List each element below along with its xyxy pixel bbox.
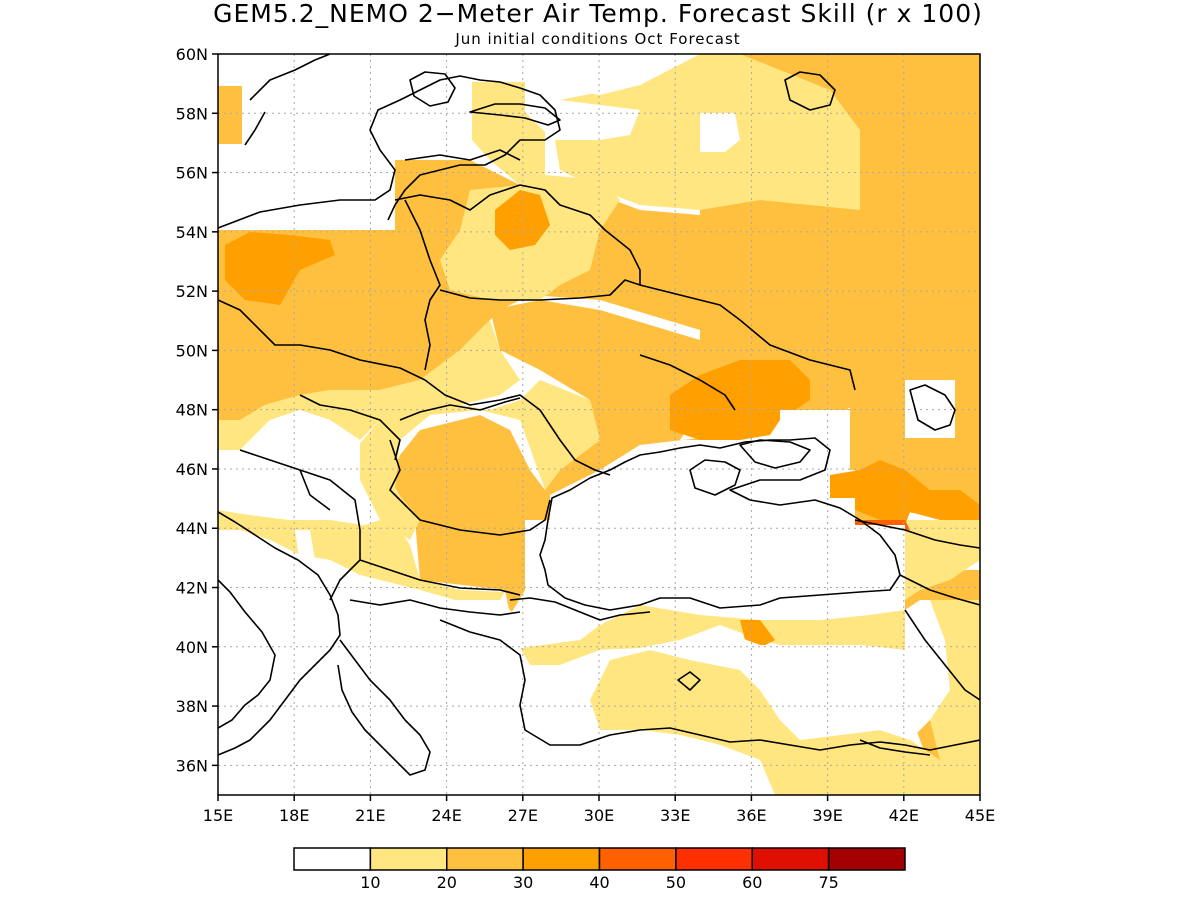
sea-of-azov-coastline: [739, 439, 811, 469]
x-tick-label: 45E: [965, 806, 995, 825]
coastlines-and-borders: [218, 54, 980, 776]
adriatic-coastline: [218, 511, 341, 756]
y-tick-label: 56N: [176, 164, 208, 183]
baltic-coastline: [218, 75, 561, 229]
border-volga: [639, 354, 736, 411]
colorbar-label: 75: [818, 873, 838, 892]
x-tick-label: 27E: [508, 806, 538, 825]
skill-class-10-20-regions: [218, 54, 980, 795]
no-skill-russia-patch: [700, 113, 740, 152]
x-tick-label: 30E: [584, 806, 614, 825]
skill-region-iran-north: [930, 600, 980, 760]
skill-region-balkans: [218, 500, 505, 600]
skill-class-below-10-regions: [218, 54, 955, 795]
skill-region-anatolia: [590, 650, 980, 795]
map-panel: 15E 18E 21E 24E 27E 30E 33E 36E 39E 42E 45E 36N 38N…: [176, 45, 996, 825]
aegean-turkey-coastline: [439, 619, 980, 751]
longitude-axis: 15E 18E 21E 24E 27E 30E 33E 36E 39E 42E 45E: [203, 795, 995, 825]
y-tick-label: 38N: [176, 697, 208, 716]
marmara-coastline: [509, 597, 651, 621]
x-tick-label: 36E: [736, 806, 766, 825]
border-caucasus: [854, 519, 980, 606]
gulf-of-finland-coastline: [469, 103, 561, 126]
skill-region-rostov: [830, 460, 980, 525]
skill-region-hungary-west: [218, 320, 520, 450]
map-title: GEM5.2_NEMO 2−Meter Air Temp. Forecast S…: [213, 0, 983, 28]
x-tick-label: 18E: [279, 806, 309, 825]
skill-region-nw-patch: [218, 86, 242, 144]
border-bulgaria-greece: [349, 599, 521, 616]
y-tick-label: 54N: [176, 223, 208, 242]
border-baltic-states: [394, 149, 521, 211]
y-tick-label: 44N: [176, 519, 208, 538]
border-poland-east: [404, 199, 441, 371]
skill-class-30-40-regions: [225, 190, 980, 648]
y-tick-label: 52N: [176, 282, 208, 301]
colorbar-label: 30: [513, 873, 533, 892]
border-belarus-ukraine: [439, 279, 641, 301]
y-tick-label: 60N: [176, 45, 208, 64]
y-tick-label: 46N: [176, 460, 208, 479]
colorbar-swatch: [522, 847, 601, 871]
colorbar-swatch: [369, 847, 448, 871]
skill-region-kursk: [670, 360, 810, 440]
black-sea-coastline: [539, 437, 901, 611]
y-tick-label: 58N: [176, 104, 208, 123]
skill-shading: [218, 54, 980, 795]
skill-region-belarus: [495, 190, 550, 250]
lake-onega-coastline: [784, 71, 836, 111]
lake-ladoga-coastline: [409, 71, 456, 107]
border-romania: [389, 397, 551, 536]
colorbar-swatch: [751, 847, 830, 871]
map-subtitle: Jun initial conditions Oct Forecast: [454, 30, 740, 48]
border-belarus-russia: [519, 184, 641, 285]
colorbar-swatch: [598, 847, 677, 871]
colorbar-label: 10: [360, 873, 380, 892]
y-tick-label: 40N: [176, 638, 208, 657]
x-tick-label: 33E: [660, 806, 690, 825]
caspian-coastline: [909, 384, 956, 431]
border-poland-west: [218, 299, 426, 381]
no-skill-aegean: [218, 530, 950, 795]
crimea-coastline: [689, 459, 741, 496]
no-skill-istanbul-patch: [295, 530, 315, 565]
border-hungary: [299, 394, 401, 461]
skill-region-baltic: [440, 82, 620, 300]
latitude-axis: 36N 38N 40N 42N 44N 46N 48N 50N 52N 54N 56N 58N 60N: [176, 45, 218, 775]
colorbar: 10 20 30 40 50 60 75: [293, 847, 906, 892]
skill-region-carpathian: [350, 380, 600, 540]
colorbar-swatch: [827, 847, 906, 871]
x-tick-label: 42E: [889, 806, 919, 825]
x-tick-label: 15E: [203, 806, 233, 825]
no-skill-scandinavia: [218, 54, 700, 230]
colorbar-label: 60: [742, 873, 762, 892]
x-tick-label: 21E: [355, 806, 385, 825]
colorbar-swatch: [446, 847, 524, 871]
colorbar-label: 40: [589, 873, 609, 892]
sweden-coastline: [244, 54, 331, 146]
border-ukraine-south: [424, 379, 611, 476]
skill-region-caucasus: [905, 510, 980, 600]
italy-coastline: [218, 579, 276, 729]
greece-coastline: [337, 639, 431, 776]
x-tick-label: 39E: [812, 806, 842, 825]
no-skill-black-sea: [525, 410, 905, 640]
y-tick-label: 50N: [176, 341, 208, 360]
y-tick-label: 42N: [176, 579, 208, 598]
skill-region-poland-west: [225, 232, 335, 305]
cyprus-coastline: [677, 671, 701, 691]
border-balkans: [239, 449, 521, 601]
colorbar-swatch: [675, 847, 753, 871]
no-skill-balkans: [218, 410, 380, 525]
colorbar-label: 20: [437, 873, 457, 892]
x-tick-label: 24E: [431, 806, 461, 825]
border-ukraine-russia: [639, 284, 856, 391]
y-tick-label: 48N: [176, 401, 208, 420]
border-turkey-east: [859, 609, 980, 756]
colorbar-swatch: [293, 847, 372, 871]
y-tick-label: 36N: [176, 756, 208, 775]
colorbar-label: 50: [666, 873, 686, 892]
